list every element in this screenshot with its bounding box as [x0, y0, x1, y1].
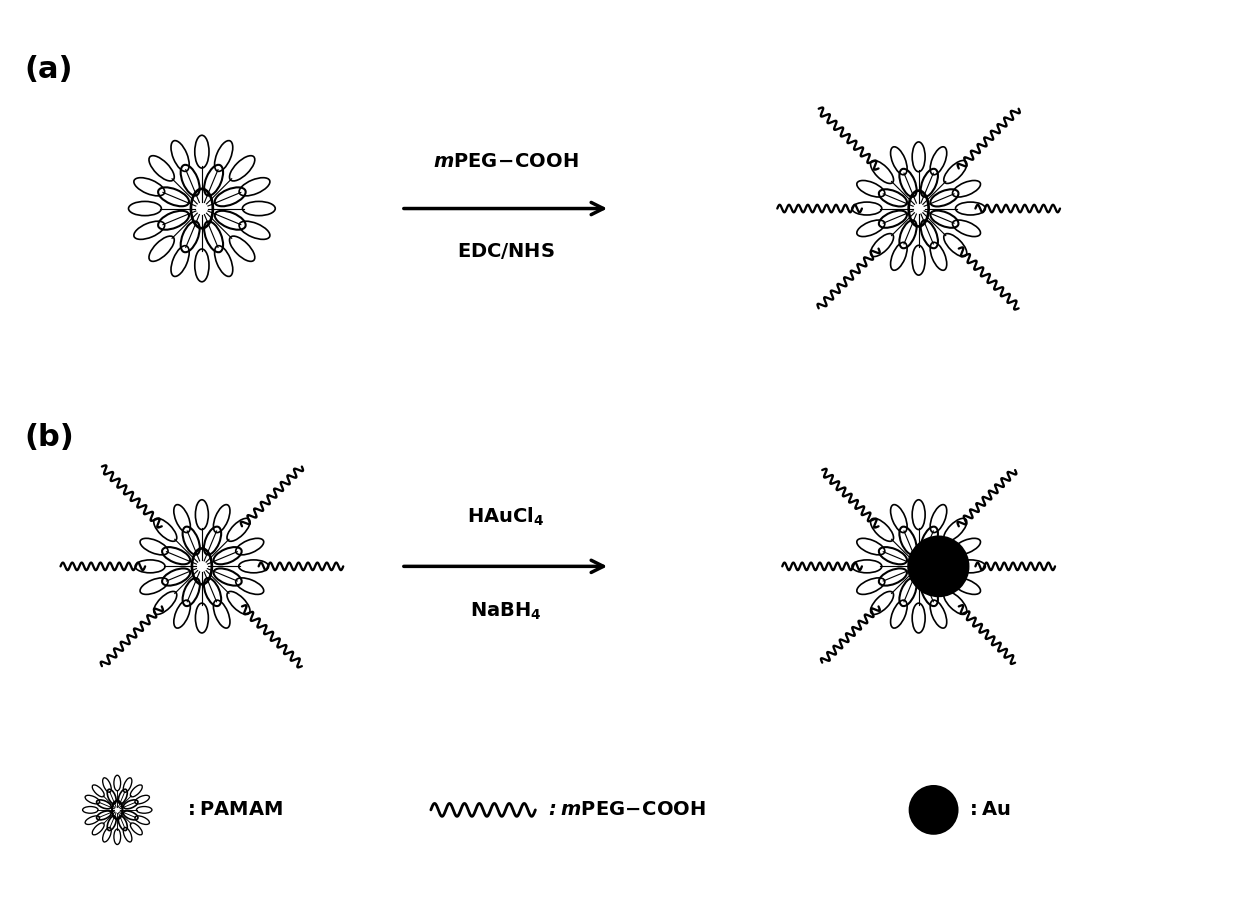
Text: $\mathbf{NaBH_4}$: $\mathbf{NaBH_4}$	[470, 600, 542, 621]
Text: $\mathbf{:Au}$: $\mathbf{:Au}$	[966, 800, 1011, 820]
Text: $\bfit{m}$$\mathbf{PEG\!-\!COOH}$: $\bfit{m}$$\mathbf{PEG\!-\!COOH}$	[433, 152, 578, 171]
Text: $\bfit{:m}$$\mathbf{PEG\!-\!COOH}$: $\bfit{:m}$$\mathbf{PEG\!-\!COOH}$	[546, 800, 707, 820]
Text: $\mathbf{:PAMAM}$: $\mathbf{:PAMAM}$	[184, 800, 283, 820]
Text: $\mathbf{HAuCl_4}$: $\mathbf{HAuCl_4}$	[467, 505, 544, 527]
Circle shape	[910, 786, 957, 833]
Text: $\mathbf{EDC/NHS}$: $\mathbf{EDC/NHS}$	[456, 242, 554, 261]
Text: (a): (a)	[25, 55, 73, 84]
Text: (b): (b)	[25, 422, 74, 452]
Circle shape	[909, 537, 968, 597]
